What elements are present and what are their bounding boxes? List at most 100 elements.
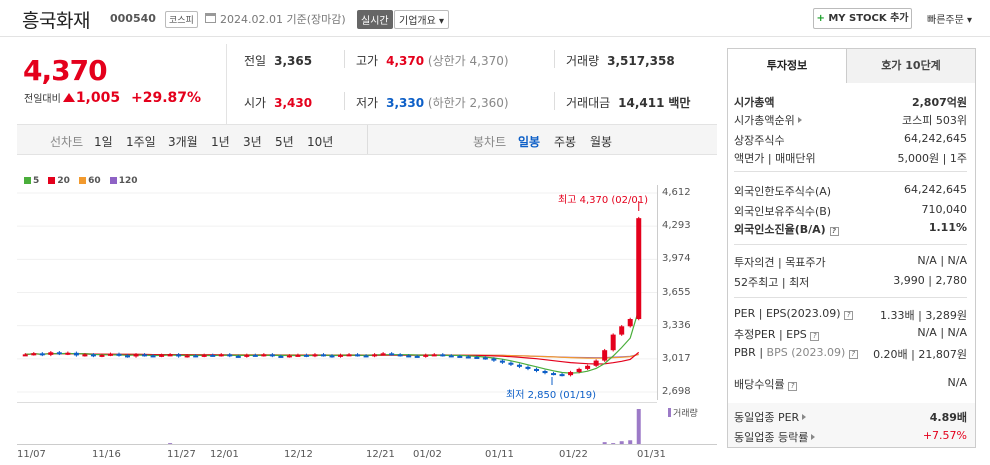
candle-body xyxy=(22,354,28,357)
y-tick-label: 3,017 xyxy=(662,352,691,364)
period-weekly[interactable]: 주봉 xyxy=(554,135,577,149)
period-10y[interactable]: 10년 xyxy=(307,135,334,149)
period-3m[interactable]: 3개월 xyxy=(168,135,198,149)
stock-name: 흥국화재 xyxy=(22,10,90,32)
add-mystock-button[interactable]: + MY STOCK 추가 xyxy=(813,8,912,29)
mystock-label: MY STOCK 추가 xyxy=(828,13,909,24)
candle-body xyxy=(491,358,497,361)
tab-investment-info[interactable]: 투자정보 xyxy=(728,49,846,83)
candle-body xyxy=(269,354,275,357)
period-monthly[interactable]: 월봉 xyxy=(590,135,613,149)
base-date: 2024.02.01 기준(장마감) xyxy=(220,13,346,26)
period-daily[interactable]: 일봉 xyxy=(518,135,541,149)
price-chart[interactable] xyxy=(17,185,657,400)
industry-per-label: 동일업종 PER xyxy=(734,411,800,424)
est-per-label: 추정PER xyxy=(734,328,776,341)
high-label: 고가 xyxy=(356,54,379,68)
current-price: 4,370 xyxy=(23,54,108,87)
volume-chart[interactable] xyxy=(17,402,657,444)
candle-body xyxy=(235,355,241,358)
candle-body xyxy=(142,354,148,357)
dividend-label-wrap: 배당수익률 ? xyxy=(734,376,798,392)
eps-label: EPS(2023.09) xyxy=(765,307,841,320)
company-info-dropdown[interactable]: 기업개요 ▾ xyxy=(394,10,450,29)
row-industry-rate[interactable]: 동일업종 등락률 +7.57% xyxy=(734,429,967,445)
pbr-value-wrap: 0.20배 | 21,807원 xyxy=(873,348,967,361)
w52-value-wrap: 3,990 | 2,780 xyxy=(893,274,967,287)
row-per: PER | EPS(2023.09) ? 1.33배 | 3,289원 xyxy=(734,307,967,323)
stat-open: 시가 3,430 xyxy=(244,94,312,111)
price-stats: 전일 3,365 고가 4,370 (상한가 4,370) 거래량 3,517,358… xyxy=(228,44,717,124)
candle-body xyxy=(482,357,488,360)
divider xyxy=(734,171,967,172)
par-label-wrap: 액면가 | 매매단위 xyxy=(734,152,816,165)
candle-body xyxy=(244,354,250,357)
market-cap-rank-label: 시가총액순위 xyxy=(734,114,795,127)
volume-label: 거래량 xyxy=(566,54,600,68)
realtime-button[interactable]: 실시간 xyxy=(357,10,393,29)
industry-per-value: 4.89배 xyxy=(929,411,967,424)
stat-high: 고가 4,370 (상한가 4,370) xyxy=(356,52,509,69)
help-icon[interactable]: ? xyxy=(810,332,820,341)
candle-body xyxy=(474,356,480,359)
industry-rate-label-wrap: 동일업종 등락률 xyxy=(734,429,816,445)
opinion-label: 투자의견 xyxy=(734,256,775,269)
investment-info-panel: 투자정보 호가 10단계 시가총액 2,807억원 시가총액순위 코스피 503위 … xyxy=(727,48,976,448)
plus-icon: + xyxy=(816,13,825,24)
est-eps-label: EPS xyxy=(786,328,807,341)
volume-bar xyxy=(602,442,607,444)
volume-legend: 거래량 xyxy=(668,406,698,419)
tab-orderbook[interactable]: 호가 10단계 xyxy=(846,49,975,83)
quick-order-dropdown[interactable]: 빠른주문 ▾ xyxy=(927,11,972,26)
bps-value: 21,807원 xyxy=(918,348,967,361)
open-label: 시가 xyxy=(244,96,267,110)
y-tick-label: 2,698 xyxy=(662,386,691,397)
caret-right-icon xyxy=(811,434,816,440)
help-icon[interactable]: ? xyxy=(848,350,858,359)
help-icon[interactable]: ? xyxy=(844,311,854,320)
row-industry-per[interactable]: 동일업종 PER 4.89배 xyxy=(734,409,967,425)
x-tick-label: 12/12 xyxy=(284,449,313,460)
y-tick-label: 3,974 xyxy=(662,253,691,265)
y-tick-label: 3,655 xyxy=(662,286,691,298)
ma5-line xyxy=(25,309,640,374)
x-axis: 11/07 11/16 11/27 12/01 12/12 12/21 01/02 01/11… xyxy=(17,444,717,464)
row-52week: 52주최고 | 최저 3,990 | 2,780 xyxy=(734,274,967,290)
candle-body xyxy=(585,365,591,369)
period-1w[interactable]: 1주일 xyxy=(126,135,156,149)
candle-body xyxy=(619,326,625,335)
candle-body xyxy=(39,353,45,356)
help-icon[interactable]: ? xyxy=(829,227,839,236)
x-tick-label: 11/16 xyxy=(92,449,121,460)
row-pbr: PBR | BPS (2023.09) ? 0.20배 | 21,807원 xyxy=(734,346,967,362)
y-tick-label: 4,612 xyxy=(662,187,691,198)
candle-body xyxy=(218,354,224,357)
line-chart-label[interactable]: 선차트 xyxy=(50,135,84,149)
divider xyxy=(367,125,368,154)
row-market-cap-rank[interactable]: 시가총액순위 코스피 503위 xyxy=(734,112,967,128)
prev-label: 전일 xyxy=(244,54,267,68)
candle-body xyxy=(372,354,378,357)
help-icon[interactable]: ? xyxy=(788,382,798,391)
current-price-box: 4,370 전일대비 1,005 +29.87% xyxy=(17,44,227,124)
chevron-down-icon: ▾ xyxy=(967,15,973,26)
pbr-label: PBR xyxy=(734,346,756,359)
price-change: 전일대비 1,005 +29.87% xyxy=(24,90,201,106)
period-5y[interactable]: 5년 xyxy=(275,135,294,149)
low-value: 3,330 xyxy=(386,96,425,110)
candle-body xyxy=(312,354,318,357)
volume-value: 3,517,358 xyxy=(607,54,675,68)
change-amount: 1,005 xyxy=(75,90,121,106)
candle-body xyxy=(176,354,182,357)
candle-body xyxy=(389,353,395,356)
legend-swatch xyxy=(79,177,87,184)
period-1d[interactable]: 1일 xyxy=(94,135,113,149)
candle-chart-label[interactable]: 봉차트 xyxy=(473,135,507,149)
per-value: 1.33배 xyxy=(880,309,915,322)
candle-body xyxy=(431,354,437,357)
period-3y[interactable]: 3년 xyxy=(243,135,262,149)
period-1y[interactable]: 1년 xyxy=(211,135,230,149)
up-arrow-icon xyxy=(62,93,75,102)
row-est-per: 추정PER | EPS ? N/A | N/A xyxy=(734,326,967,342)
volume-bar xyxy=(619,441,624,444)
